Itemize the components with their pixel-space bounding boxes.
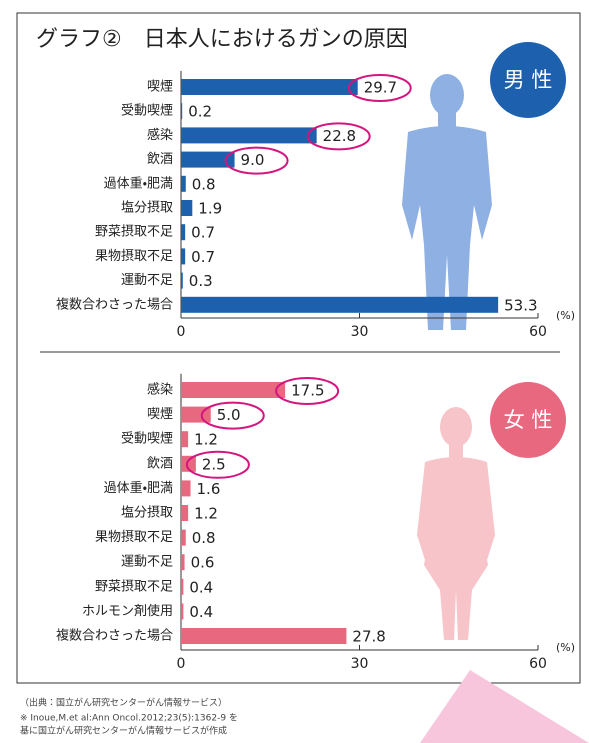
value-label: 17.5 [291,382,324,400]
x-tick-label: 30 [351,656,369,672]
value-label: 0.7 [191,224,215,242]
bar [181,628,346,644]
y-tick-label: 野菜摂取不足 [95,224,173,240]
note: ※ Inoue,M.et al:Ann Oncol.2012;23(5):136… [20,713,238,724]
value-label: 0.2 [188,103,212,121]
y-tick-label: 飲酒 [147,152,173,167]
bar [181,382,285,398]
value-label: 0.8 [192,175,216,193]
page: {"title": "グラフ② 日本人におけるガンの原因", "notes": … [0,0,589,743]
x-tick-label: 60 [529,324,547,340]
value-label: 53.3 [504,296,537,314]
bar [181,431,188,447]
value-label: 2.5 [202,455,226,473]
chart-title: グラフ② 日本人におけるガンの原因 [36,27,408,52]
x-tick-label: 30 [351,324,369,340]
bar [181,200,192,216]
y-tick-label: 複数合わさった場合 [56,628,173,644]
value-label: 0.6 [191,554,215,572]
y-tick-label: 塩分摂取 [121,200,173,216]
value-label: 5.0 [217,406,241,424]
value-label: 0.4 [189,603,213,621]
y-tick-label: 喫煙 [147,407,173,422]
note: 基に国立がん研究センターがん情報サービスが作成 [20,725,227,737]
y-tick-label: 運動不足 [121,555,173,570]
y-tick-label: 果物摂取不足 [95,529,173,545]
value-label: 27.8 [352,628,385,646]
x-unit: (%) [556,641,575,654]
y-tick-label: 受動喫煙 [121,104,173,119]
value-label: 0.3 [189,272,213,290]
y-tick-label: 感染 [147,382,173,398]
bar [181,603,183,619]
y-tick-label: 飲酒 [147,456,173,471]
value-label: 22.8 [323,127,356,145]
bar [181,579,183,595]
note: （出典：国立がん研究センターがん情報サービス） [20,697,227,709]
value-label: 9.0 [241,151,265,169]
value-label: 0.8 [192,529,216,547]
y-tick-label: 受動喫煙 [121,432,173,447]
badge-label: 女 性 [504,408,553,432]
value-label: 1.2 [194,431,218,449]
chart: グラフ② 日本人におけるガンの原因 （出典：国立がん研究センターがん情報サービス… [0,0,589,743]
y-tick-label: 複数合わさった場合 [56,296,173,312]
y-tick-label: ホルモン剤使用 [82,603,173,619]
value-label: 1.9 [198,200,222,218]
bar [181,480,191,496]
x-tick-label: 0 [177,656,186,672]
value-label: 0.7 [191,248,215,266]
value-label: 29.7 [364,79,397,97]
value-label: 1.2 [194,505,218,523]
bar [181,505,188,521]
x-tick-label: 0 [177,324,186,340]
x-tick-label: 60 [529,656,547,672]
x-unit: (%) [556,309,575,322]
bar [181,103,182,119]
y-tick-label: 感染 [147,127,173,143]
y-tick-label: 塩分摂取 [121,505,173,521]
y-tick-label: 過体重・肥満 [104,480,173,496]
value-label: 1.6 [197,480,221,498]
bar [181,554,185,570]
value-label: 0.4 [189,578,213,596]
bar [181,273,183,289]
y-tick-label: 過体重・肥満 [104,175,173,191]
bar [181,127,317,143]
bar [181,176,186,192]
bar [181,79,358,95]
bar [181,248,185,264]
y-tick-label: 果物摂取不足 [95,248,173,264]
bar [181,224,185,240]
y-tick-label: 野菜摂取不足 [95,578,173,594]
badge-label: 男 性 [504,68,553,92]
bar [181,530,186,546]
y-tick-label: 運動不足 [121,273,173,288]
bar [181,297,498,313]
y-tick-label: 喫煙 [147,80,173,95]
